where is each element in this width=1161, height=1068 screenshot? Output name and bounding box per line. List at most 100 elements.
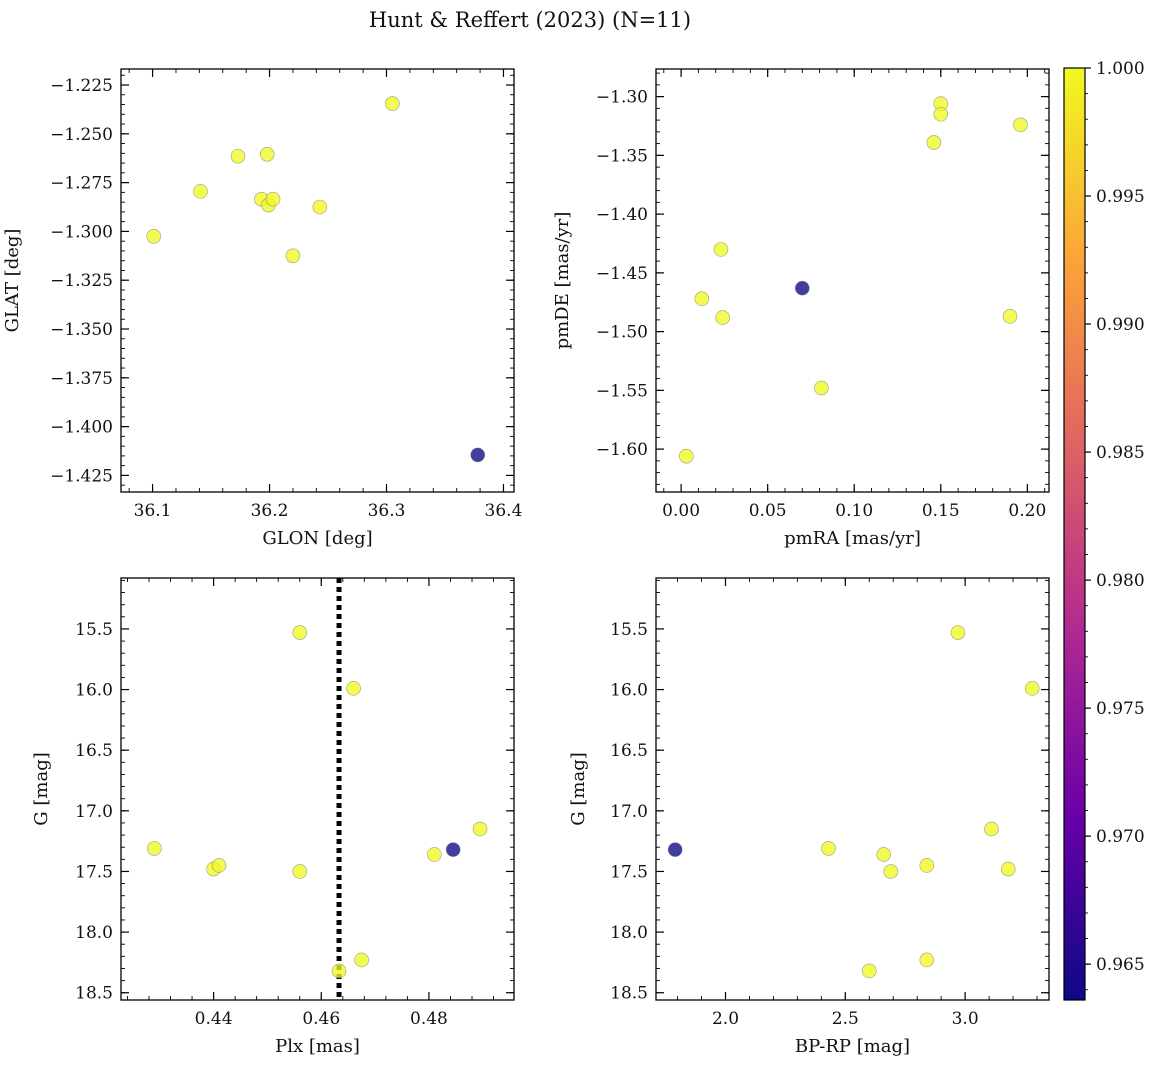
y-tick-label: −1.50 [596,323,648,343]
colorbar-tick-label: 0.985 [1096,443,1145,463]
y-tick-label: 16.5 [610,741,648,761]
y-tick-label: 18.0 [75,923,113,943]
x-axis-label: BP-RP [mag] [795,1036,910,1057]
data-point [1000,861,1016,877]
colorbar-tick-label: 0.990 [1096,315,1145,335]
y-tick-label: −1.275 [50,174,113,194]
x-tick-label: 0.46 [302,1009,340,1029]
data-point [146,228,162,244]
panel-glon-glat: 36.1 36.2 36.3 36.4 −1.225 −1.250 −1.275 −1.300… [2,68,523,549]
x-tick-label: 0.10 [835,501,873,521]
x-tick-label: 36.1 [134,501,172,521]
colorbar-tick-label: 0.965 [1096,955,1145,975]
x-tick-label: 36.3 [368,501,406,521]
y-tick-label: 17.0 [75,802,113,822]
data-point [694,291,710,307]
axes-frame [655,577,1050,1001]
data-point [147,841,162,856]
data-point [1013,117,1028,133]
data-point [1002,309,1018,324]
panel-plx-g: 0.44 0.46 0.48 15.5 16.0 16.5 17.0 17.5 18.0 18.5… [31,577,515,1057]
data-point [821,841,836,856]
x-tick-label: 0.44 [195,1009,233,1029]
y-tick-label: −1.250 [50,125,113,145]
y-tick-label: −1.55 [596,381,648,401]
data-point [470,447,486,463]
data-point [265,191,281,207]
data-point [883,864,899,879]
panel-pmra-pmde: 0.00 0.05 0.10 0.15 0.20 −1.30 −1.35 −1.40 −1.45… [552,68,1050,549]
data-point [919,952,935,968]
y-tick-label: −1.400 [50,418,113,438]
data-point [926,135,942,150]
x-tick-label: 0.15 [922,501,960,521]
data-point [794,280,810,296]
axes-frame [120,68,515,493]
panel-bprp-g: 2.0 2.5 3.0 15.5 16.0 16.5 17.0 17.5 18.0 18.5 BP-… [568,577,1050,1057]
x-tick-label: 0.20 [1008,501,1046,521]
figure-title: Hunt & Reffert (2023) (N=11) [369,8,691,32]
data-point [230,148,246,164]
y-tick-label: −1.350 [50,320,113,340]
axes-frame [655,68,1050,493]
colorbar-gradient [1063,67,1086,1001]
x-tick-label: 36.2 [251,501,289,521]
x-axis-label: Plx [mas] [275,1036,360,1057]
x-tick-label: 0.00 [662,501,700,521]
data-point [876,847,891,862]
x-axis-label: pmRA [mas/yr] [784,528,921,549]
y-tick-label: 15.5 [75,620,113,640]
data-point [950,625,966,640]
data-point [861,963,877,979]
data-point [1024,681,1040,696]
data-point [715,310,730,325]
y-axis-label: pmDE [mas/yr] [552,212,573,350]
colorbar: 0.965 0.970 0.975 0.980 0.985 0.990 0.995 1.000 [1063,59,1145,1001]
data-point [292,625,308,640]
colorbar-tick-label: 0.995 [1096,187,1145,207]
data-point [211,858,227,873]
x-tick-label: 36.4 [485,501,523,521]
data-point [678,448,694,464]
data-point [385,96,400,111]
y-axis-label: G [mag] [568,752,589,825]
y-tick-label: −1.425 [50,466,113,486]
y-tick-label: 18.0 [610,923,648,943]
x-tick-label: 0.05 [749,501,787,521]
y-tick-label: 16.0 [75,681,113,701]
colorbar-tick-label: 0.980 [1096,571,1145,591]
y-tick-label: 17.0 [610,802,648,822]
colorbar-tick-label: 0.970 [1096,827,1145,847]
axes-frame [120,577,515,1001]
y-tick-label: 17.5 [75,862,113,882]
y-tick-label: −1.325 [50,271,113,291]
colorbar-tick-label: 1.000 [1096,59,1145,79]
data-point [713,242,729,257]
x-axis-label: GLON [deg] [262,528,372,549]
data-point [193,184,208,199]
y-tick-label: −1.30 [596,88,648,108]
data-point [667,842,683,857]
data-point [346,681,361,696]
data-point [259,147,275,162]
data-point [312,199,328,215]
data-point [984,821,999,837]
y-tick-label: −1.45 [596,264,648,284]
y-tick-label: 16.5 [75,741,113,761]
y-tick-label: 15.5 [610,620,648,640]
data-point [354,952,369,968]
colorbar-tick-label: 0.975 [1096,699,1145,719]
x-tick-label: 0.48 [410,1009,448,1029]
y-tick-label: −1.35 [596,146,648,166]
y-tick-label: −1.40 [596,205,648,225]
x-tick-label: 3.0 [952,1009,979,1029]
x-tick-label: 2.0 [712,1009,739,1029]
y-tick-label: 18.5 [75,984,113,1004]
data-point [445,842,461,857]
x-tick-label: 2.5 [832,1009,859,1029]
y-axis-label: GLAT [deg] [2,229,23,333]
data-point [933,106,949,122]
y-tick-label: −1.300 [50,222,113,242]
y-tick-label: −1.375 [50,369,113,389]
